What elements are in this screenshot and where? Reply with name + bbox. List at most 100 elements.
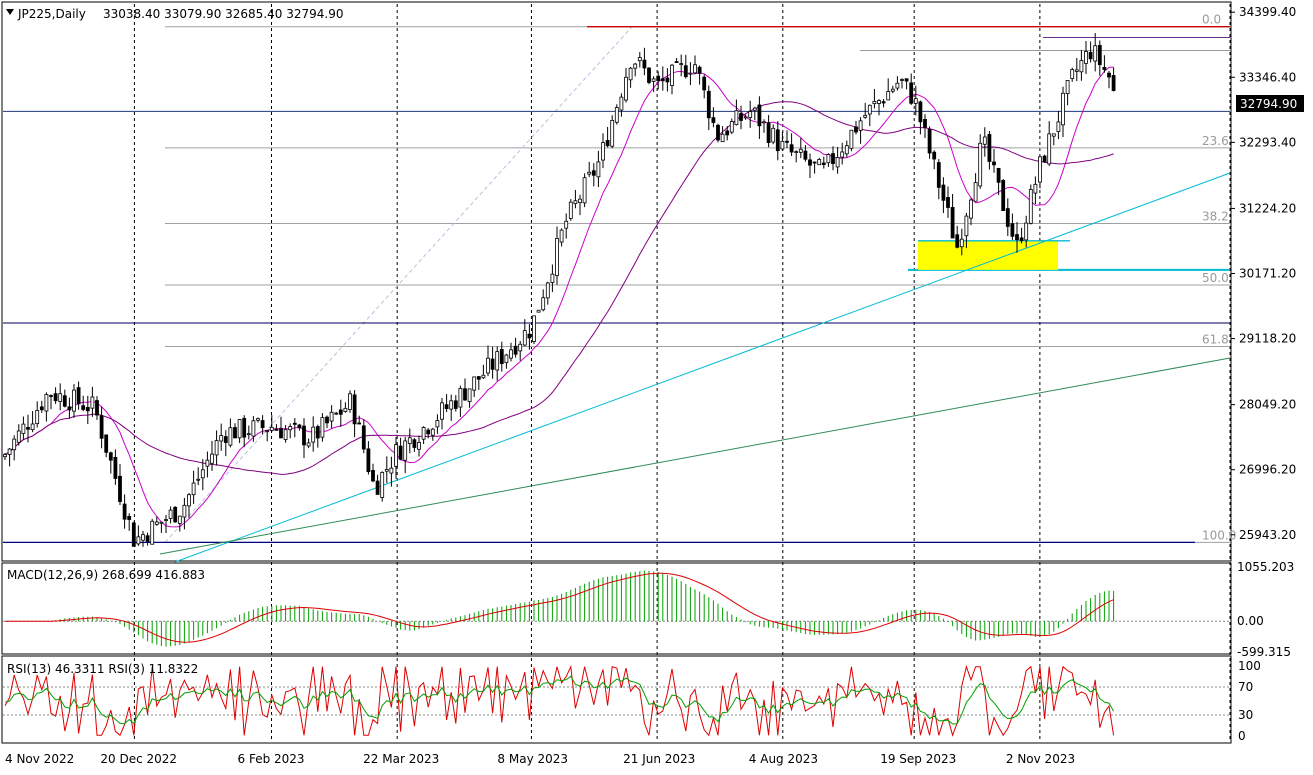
candle-body xyxy=(881,101,886,104)
candle-body xyxy=(725,130,730,136)
candle-body xyxy=(660,78,665,82)
candle-body xyxy=(338,409,343,415)
date-tick-label: 6 Feb 2023 xyxy=(238,752,305,766)
candle-body xyxy=(49,395,53,397)
candlesticks xyxy=(3,33,1116,547)
candle-body xyxy=(545,282,550,299)
candle-body xyxy=(568,201,573,219)
candle-body xyxy=(982,136,987,145)
candle-body xyxy=(490,358,495,370)
price-tick-label: 31224.20 xyxy=(1239,201,1296,215)
candle-body xyxy=(688,72,693,75)
candle-body xyxy=(375,480,380,495)
candle-body xyxy=(407,437,412,444)
candle-body xyxy=(21,423,26,434)
candle-body xyxy=(12,438,17,451)
collapse-triangle-icon[interactable] xyxy=(6,9,14,15)
candle-body xyxy=(95,400,99,416)
candle-body xyxy=(7,448,12,455)
candle-body xyxy=(522,330,527,346)
candle-body xyxy=(647,67,651,83)
candle-body xyxy=(320,417,325,438)
candle-body xyxy=(246,433,251,436)
candle-body xyxy=(76,387,81,405)
candle-body xyxy=(720,133,725,143)
candle-body xyxy=(762,121,766,124)
candle-body xyxy=(384,468,389,472)
candle-body xyxy=(481,374,486,379)
candle-body xyxy=(1047,133,1052,165)
candle-body xyxy=(923,119,927,128)
candle-body xyxy=(1084,51,1088,64)
candle-body xyxy=(665,77,670,83)
candle-body xyxy=(495,351,500,371)
candle-body xyxy=(867,104,872,115)
candle-body xyxy=(900,79,904,81)
candle-body xyxy=(564,220,569,229)
candle-body xyxy=(265,430,270,433)
candle-body xyxy=(108,452,113,461)
candle-body xyxy=(1102,66,1107,70)
date-tick-label: 4 Nov 2022 xyxy=(5,752,74,766)
fib-level-label: 38.2 xyxy=(1202,210,1229,224)
candle-body xyxy=(90,396,95,409)
candle-body xyxy=(605,140,610,147)
candle-body xyxy=(1005,208,1010,227)
candle-body xyxy=(959,238,964,248)
candle-body xyxy=(104,434,109,453)
candle-body xyxy=(798,148,803,153)
candle-body xyxy=(835,157,840,168)
candle-body xyxy=(849,129,854,149)
candle-body xyxy=(955,234,960,248)
date-axis: 4 Nov 2022 20 Dec 2022 6 Feb 2023 22 Mar 20… xyxy=(5,752,1075,766)
fib-level-label: 23.6 xyxy=(1202,134,1229,148)
candle-body xyxy=(637,57,642,62)
candle-body xyxy=(141,534,145,541)
candle-body xyxy=(706,90,711,119)
rsi-tick-label: 70 xyxy=(1238,680,1253,694)
candle-body xyxy=(729,121,734,133)
candle-body xyxy=(380,472,385,498)
candle-body xyxy=(297,424,302,429)
macd-tick-label: 0.00 xyxy=(1237,614,1264,628)
rsi-fast-line xyxy=(4,664,1115,737)
candle-body xyxy=(150,520,155,545)
candle-body xyxy=(890,88,895,92)
candle-body xyxy=(173,506,178,523)
fib-level-label: 0.0 xyxy=(1202,13,1221,27)
candle-body xyxy=(122,503,127,520)
candle-body xyxy=(1056,121,1061,132)
candle-body xyxy=(1042,155,1047,163)
candle-body xyxy=(99,415,104,439)
rsi-label: RSI(13) 46.3311 RSI(3) 11.8322 xyxy=(7,662,198,676)
rsi-slow-line xyxy=(4,675,1115,725)
candle-body xyxy=(1111,75,1116,91)
candle-body xyxy=(683,65,688,78)
candle-body xyxy=(283,429,288,440)
current-price-label: 32794.90 xyxy=(1240,97,1297,111)
candle-body xyxy=(200,469,205,479)
candle-body xyxy=(1019,237,1024,241)
candle-body xyxy=(536,309,541,313)
price-tick-label: 29118.20 xyxy=(1239,332,1296,346)
candle-body xyxy=(426,429,431,435)
candle-body xyxy=(780,140,785,150)
candle-body xyxy=(352,394,357,425)
candle-body xyxy=(343,407,348,412)
support-zone-box xyxy=(918,240,1058,270)
symbol-label: JP225,Daily xyxy=(17,7,86,21)
candle-body xyxy=(26,427,30,430)
candle-body xyxy=(430,428,435,436)
grid-lines xyxy=(133,4,1231,742)
candle-body xyxy=(1038,156,1042,183)
price-tick-label: 33346.40 xyxy=(1239,70,1296,84)
candle-body xyxy=(518,343,523,352)
candle-body xyxy=(941,184,946,201)
moving-average-slow xyxy=(4,101,1114,475)
candle-body xyxy=(817,159,822,166)
candle-body xyxy=(1074,69,1079,72)
candle-body xyxy=(476,376,481,380)
candle-body xyxy=(711,117,716,123)
